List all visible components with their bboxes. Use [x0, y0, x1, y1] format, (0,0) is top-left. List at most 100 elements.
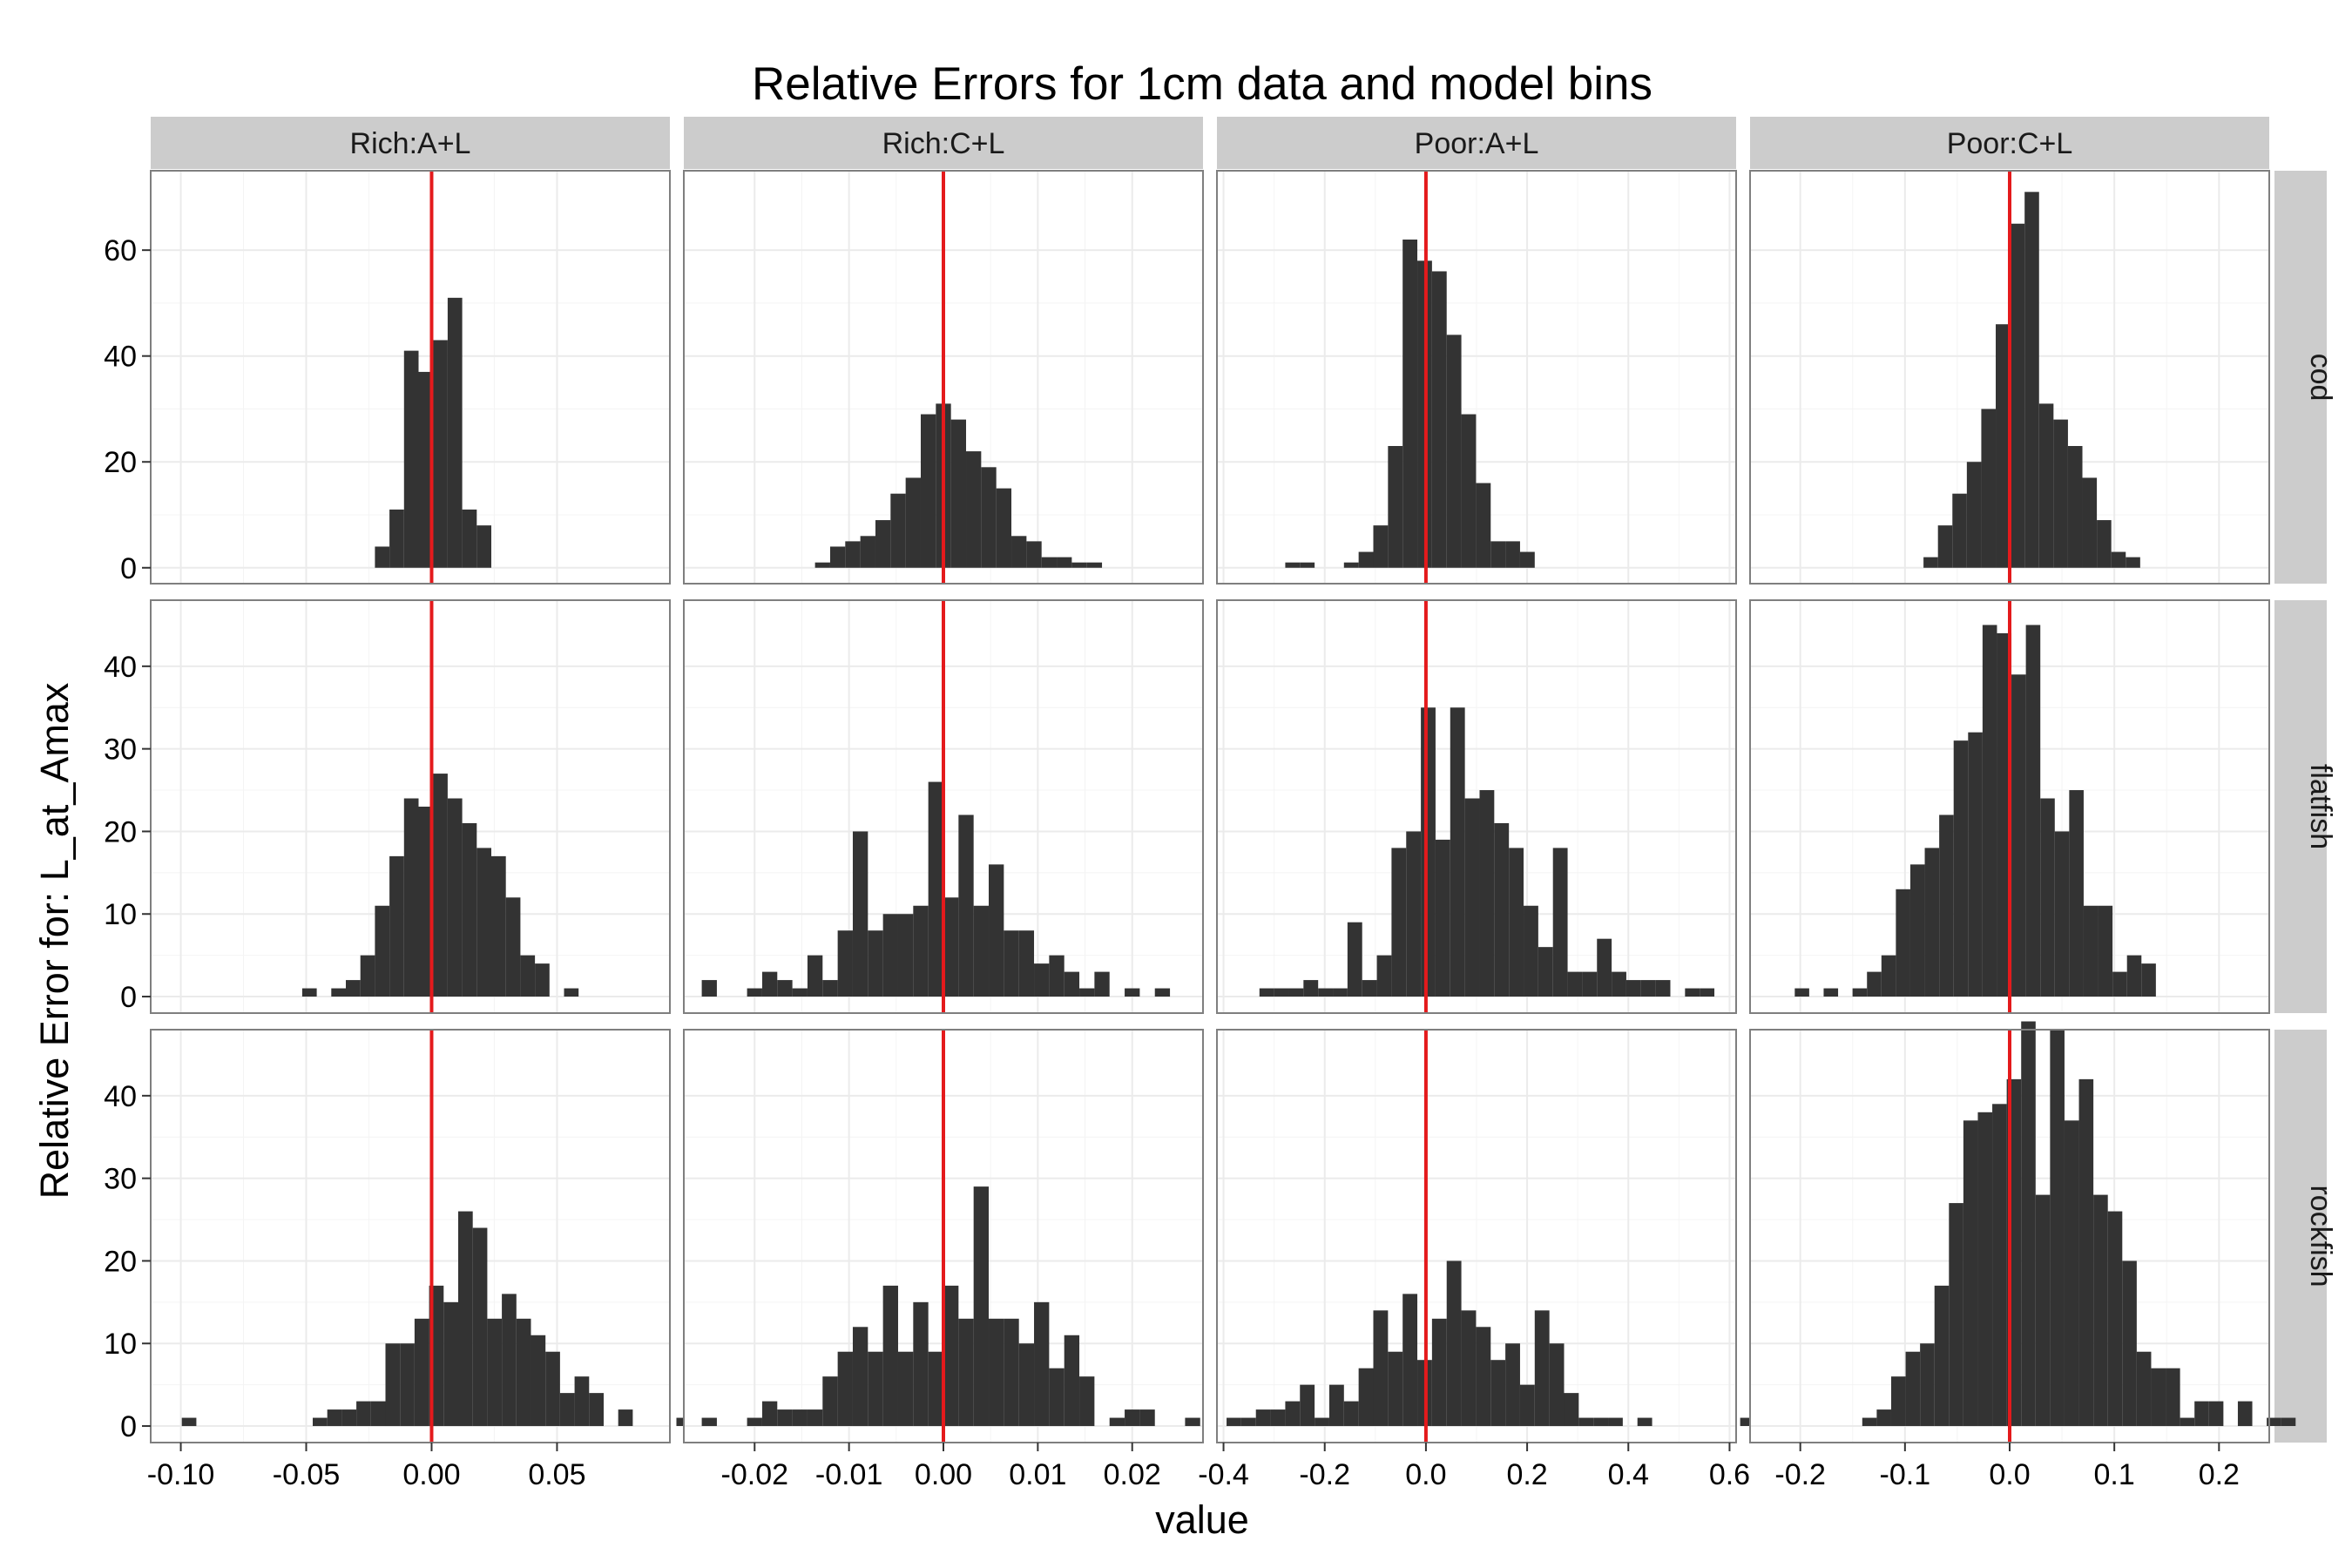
histogram-bar [1125, 988, 1140, 997]
histogram-bar [2050, 1030, 2065, 1427]
histogram-bar [1034, 1301, 1050, 1427]
histogram-bar [1446, 335, 1462, 568]
histogram-bar [1992, 1104, 2007, 1427]
histogram-bar [535, 963, 550, 997]
histogram-bar [1343, 562, 1359, 568]
histogram-bar [327, 1409, 342, 1427]
histogram-bar [1431, 1318, 1447, 1427]
histogram-bar [2097, 520, 2112, 568]
histogram-bar [1490, 1360, 1506, 1427]
histogram-bar [822, 1376, 838, 1427]
histogram-bar [1086, 562, 1103, 568]
histogram-bar [1953, 740, 1969, 997]
histogram-bar [701, 1417, 717, 1427]
histogram-bar [1867, 971, 1882, 997]
histogram-bar [1625, 980, 1641, 997]
histogram-bar [1479, 790, 1495, 997]
histogram-bar [2126, 557, 2140, 568]
x-tick-label: 0.02 [1104, 1458, 1161, 1491]
panel-cod-0 [150, 170, 671, 585]
histogram-bar [837, 1351, 853, 1427]
row-strip-label: rockfish [2304, 1185, 2337, 1287]
histogram-bar [2267, 1417, 2281, 1427]
histogram-bar [1794, 988, 1809, 997]
histogram-bar [574, 1376, 590, 1427]
histogram-bar [1564, 1393, 1579, 1427]
histogram-bar [1685, 988, 1700, 997]
histogram-bar [950, 419, 967, 568]
histogram-bar [403, 798, 419, 997]
histogram-bar [1057, 557, 1072, 568]
histogram-bar [829, 546, 846, 568]
histogram-bar [462, 509, 477, 568]
histogram-bar [761, 1401, 778, 1427]
panel-border [150, 170, 671, 585]
histogram-bar [447, 297, 463, 568]
histogram-bar [1608, 1417, 1623, 1427]
x-tick-label: 0.01 [1009, 1458, 1066, 1491]
histogram-bar [1079, 1376, 1095, 1427]
histogram-bar [981, 467, 997, 568]
histogram-bar [1924, 848, 1940, 997]
histogram-bar [2040, 798, 2055, 997]
histogram-bar [1431, 271, 1447, 568]
histogram-bar [1154, 988, 1171, 997]
histogram-bar [1376, 955, 1392, 997]
histogram-bar [989, 864, 1004, 997]
histogram-bar [1358, 551, 1374, 568]
histogram-bar [1538, 947, 1553, 997]
histogram-bar [2136, 1351, 2152, 1427]
histogram-bar [792, 1409, 808, 1427]
histogram-bar [761, 971, 778, 997]
histogram-bar [913, 1301, 929, 1427]
histogram-bar [1655, 980, 1671, 997]
row-strip [2274, 171, 2327, 584]
histogram-bar [370, 1401, 386, 1427]
histogram-bar [1388, 1351, 1403, 1427]
histogram-bar [1064, 1335, 1080, 1427]
histogram-bar [2093, 1194, 2108, 1427]
histogram-bar [2035, 1194, 2051, 1427]
histogram-bar [875, 520, 891, 568]
panel-flatfish-2 [1216, 599, 1737, 1014]
histogram-bar [2054, 831, 2070, 997]
histogram-bar [1071, 562, 1087, 568]
histogram-bar [520, 955, 536, 997]
y-tick-label: 40 [104, 651, 137, 684]
panel-rockfish-2 [1216, 1029, 1755, 1443]
y-tick-label: 40 [104, 341, 137, 374]
histogram-bar [487, 1318, 503, 1427]
histogram-bar [2067, 446, 2083, 568]
y-tick-label: 10 [104, 1328, 137, 1361]
histogram-bar [852, 831, 868, 997]
histogram-bar [2237, 1401, 2253, 1427]
y-tick-label: 20 [104, 446, 137, 479]
panel-border [150, 1029, 671, 1443]
histogram-bar [389, 855, 404, 997]
histogram-bar [747, 988, 762, 997]
x-tick-label: 0.05 [528, 1458, 585, 1491]
histogram-bar [747, 1417, 762, 1427]
histogram-bar [807, 955, 823, 997]
histogram-bar [1937, 525, 1953, 568]
histogram-bar [928, 1351, 943, 1427]
histogram-bar [490, 855, 506, 997]
histogram-bar [1997, 632, 2012, 997]
histogram-bar [1373, 525, 1389, 568]
histogram-bar [1461, 414, 1477, 568]
histogram-bar [989, 1318, 1004, 1427]
histogram-bar [1505, 1343, 1520, 1427]
histogram-bar [2111, 551, 2126, 568]
histogram-bar [897, 914, 914, 997]
histogram-bar [505, 897, 521, 997]
histogram-bar [1823, 988, 1839, 997]
histogram-bar [1996, 324, 2011, 568]
histogram-bar [1227, 1417, 1241, 1427]
histogram-bar [564, 988, 579, 997]
column-strip-label: Rich:A+L [350, 127, 471, 160]
histogram-bar [1270, 1409, 1286, 1427]
histogram-bar [1612, 971, 1626, 997]
panel-rockfish-3 [1749, 1021, 2296, 1443]
histogram-bar [1637, 1417, 1652, 1427]
